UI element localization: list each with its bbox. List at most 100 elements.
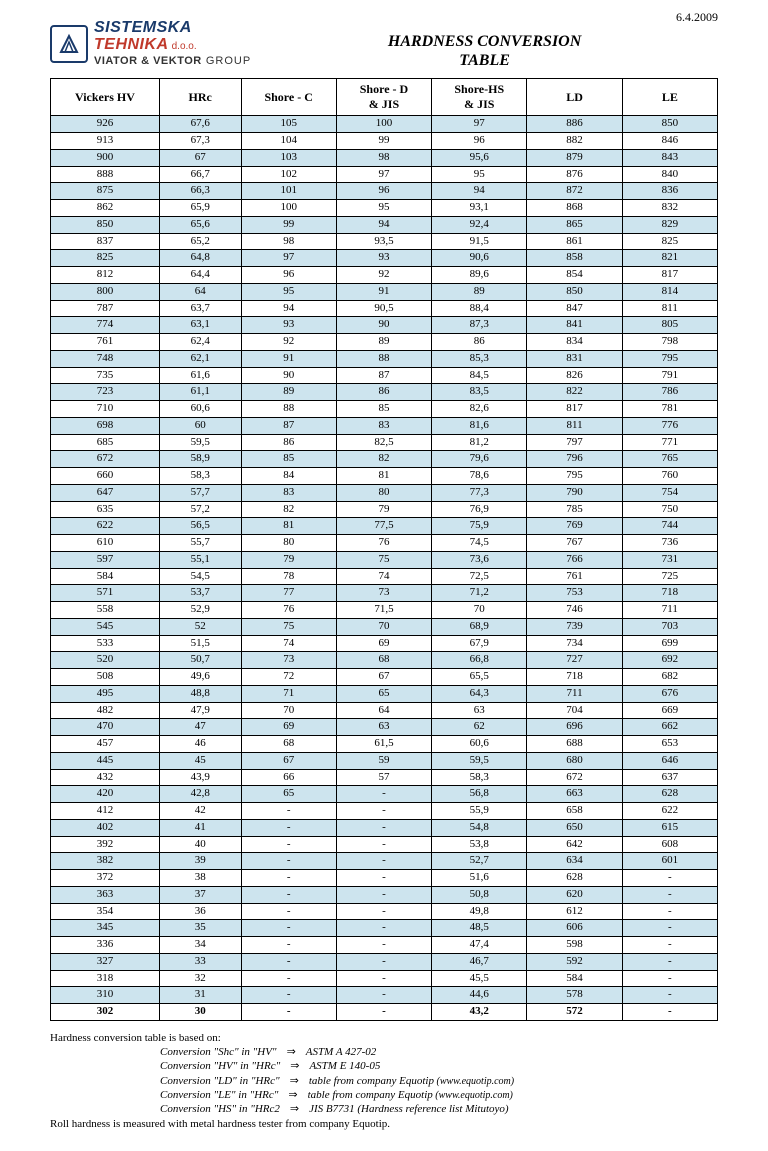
table-cell: 92,4 bbox=[432, 216, 527, 233]
table-cell: 34 bbox=[159, 937, 241, 954]
table-cell: 402 bbox=[51, 819, 160, 836]
table-row: 53351,5746967,9734699 bbox=[51, 635, 718, 652]
table-cell: 94 bbox=[432, 183, 527, 200]
table-cell: 847 bbox=[527, 300, 622, 317]
table-cell: 80 bbox=[241, 535, 336, 552]
column-header: Vickers HV bbox=[51, 79, 160, 116]
table-cell: 93 bbox=[241, 317, 336, 334]
table-cell: - bbox=[336, 886, 431, 903]
table-cell: 62 bbox=[432, 719, 527, 736]
table-cell: 62,4 bbox=[159, 334, 241, 351]
table-cell: 63,7 bbox=[159, 300, 241, 317]
table-cell: - bbox=[336, 987, 431, 1004]
table-header: Vickers HVHRcShore - CShore - D& JISShor… bbox=[51, 79, 718, 116]
table-cell: 703 bbox=[622, 618, 717, 635]
table-row: 55852,97671,570746711 bbox=[51, 602, 718, 619]
table-cell: 811 bbox=[527, 417, 622, 434]
table-cell: 620 bbox=[527, 886, 622, 903]
table-cell: - bbox=[622, 953, 717, 970]
table-cell: 692 bbox=[622, 652, 717, 669]
table-row: 69860878381,6811776 bbox=[51, 417, 718, 434]
table-cell: 606 bbox=[527, 920, 622, 937]
table-cell: 592 bbox=[527, 953, 622, 970]
table-cell: 82,6 bbox=[432, 401, 527, 418]
table-cell: 96 bbox=[432, 133, 527, 150]
table-row: 54552757068,9739703 bbox=[51, 618, 718, 635]
table-cell: 48,8 bbox=[159, 685, 241, 702]
table-cell: 66,7 bbox=[159, 166, 241, 183]
table-cell: 837 bbox=[51, 233, 160, 250]
footer-conversions: Conversion "Shc" in "HV"⇒ASTM A 427-02Co… bbox=[160, 1045, 718, 1116]
table-cell: 71,2 bbox=[432, 585, 527, 602]
table-cell: 817 bbox=[527, 401, 622, 418]
table-cell: 49,6 bbox=[159, 669, 241, 686]
table-cell: - bbox=[241, 920, 336, 937]
table-cell: - bbox=[241, 987, 336, 1004]
table-cell: 75,9 bbox=[432, 518, 527, 535]
table-cell: 861 bbox=[527, 233, 622, 250]
table-cell: 45,5 bbox=[432, 970, 527, 987]
table-cell: 87 bbox=[336, 367, 431, 384]
company-logo: SISTEMSKA TEHNIKA d.o.o. VIATOR & VEKTOR… bbox=[50, 20, 251, 67]
column-header: LE bbox=[622, 79, 717, 116]
table-row: 59755,1797573,6766731 bbox=[51, 551, 718, 568]
table-cell: 81,2 bbox=[432, 434, 527, 451]
table-cell: 750 bbox=[622, 501, 717, 518]
table-row: 83765,29893,591,5861825 bbox=[51, 233, 718, 250]
table-cell: 93 bbox=[336, 250, 431, 267]
table-row: 34535--48,5606- bbox=[51, 920, 718, 937]
table-cell: 79 bbox=[336, 501, 431, 518]
table-cell: 73 bbox=[336, 585, 431, 602]
table-cell: 798 bbox=[622, 334, 717, 351]
table-cell: 642 bbox=[527, 836, 622, 853]
table-cell: 858 bbox=[527, 250, 622, 267]
table-cell: - bbox=[241, 819, 336, 836]
table-row: 88866,71029795876840 bbox=[51, 166, 718, 183]
table-cell: 345 bbox=[51, 920, 160, 937]
table-cell: 96 bbox=[241, 267, 336, 284]
table-row: 85065,6999492,4865829 bbox=[51, 216, 718, 233]
table-cell: 102 bbox=[241, 166, 336, 183]
table-cell: 70 bbox=[241, 702, 336, 719]
column-header: Shore - C bbox=[241, 79, 336, 116]
table-cell: 90,6 bbox=[432, 250, 527, 267]
table-cell: 850 bbox=[622, 116, 717, 133]
table-cell: 58,3 bbox=[159, 468, 241, 485]
table-cell: 584 bbox=[51, 568, 160, 585]
table-cell: - bbox=[336, 870, 431, 887]
page-header: 6.4.2009 SISTEMSKA TEHNIKA d.o.o. VIATOR… bbox=[50, 20, 718, 70]
table-cell: 470 bbox=[51, 719, 160, 736]
footer-outro: Roll hardness is measured with metal har… bbox=[50, 1117, 718, 1131]
table-row: 68559,58682,581,2797771 bbox=[51, 434, 718, 451]
column-header: LD bbox=[527, 79, 622, 116]
table-cell: 43,9 bbox=[159, 769, 241, 786]
table-cell: 660 bbox=[51, 468, 160, 485]
footer-item: Conversion "HS" in "HRc2⇒JIS B7731 (Hard… bbox=[160, 1102, 718, 1116]
table-cell: 302 bbox=[51, 1004, 160, 1021]
table-cell: 710 bbox=[51, 401, 160, 418]
table-cell: 92 bbox=[241, 334, 336, 351]
table-cell: 72,5 bbox=[432, 568, 527, 585]
table-cell: 89 bbox=[432, 283, 527, 300]
table-cell: 718 bbox=[622, 585, 717, 602]
table-cell: 105 bbox=[241, 116, 336, 133]
logo-line2: TEHNIKA bbox=[94, 36, 169, 53]
table-cell: 372 bbox=[51, 870, 160, 887]
table-cell: - bbox=[241, 803, 336, 820]
table-cell: 327 bbox=[51, 953, 160, 970]
table-cell: 85 bbox=[336, 401, 431, 418]
table-cell: 31 bbox=[159, 987, 241, 1004]
table-cell: 104 bbox=[241, 133, 336, 150]
table-cell: 836 bbox=[622, 183, 717, 200]
table-cell: 363 bbox=[51, 886, 160, 903]
table-cell: 876 bbox=[527, 166, 622, 183]
table-cell: 796 bbox=[527, 451, 622, 468]
table-cell: 760 bbox=[622, 468, 717, 485]
table-cell: 55,9 bbox=[432, 803, 527, 820]
table-cell: 382 bbox=[51, 853, 160, 870]
footer-item: Conversion "LE" in "HRc"⇒table from comp… bbox=[160, 1088, 718, 1102]
table-cell: 84 bbox=[241, 468, 336, 485]
table-cell: 840 bbox=[622, 166, 717, 183]
table-cell: - bbox=[622, 987, 717, 1004]
table-cell: 62,1 bbox=[159, 350, 241, 367]
